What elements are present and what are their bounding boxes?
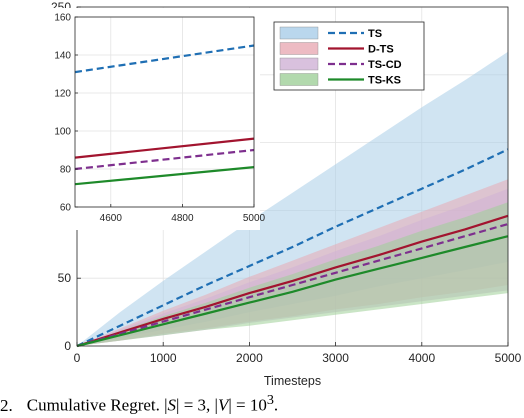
band-d-ts — [77, 179, 508, 346]
band-ts-cd — [77, 188, 508, 346]
caption-exponent: 3 — [266, 392, 274, 408]
inset-y-tick-label: 60 — [60, 203, 72, 214]
inset-y-tick-label: 100 — [54, 127, 71, 138]
inset-series-line-d-ts — [74, 137, 255, 159]
inset-x-tick-label: 4600 — [100, 213, 123, 224]
inset-frame — [74, 16, 255, 208]
caption-text-end: . — [273, 395, 279, 415]
caption-var-s: S — [167, 395, 177, 415]
legend-label-ts-ks: TS-KS — [368, 75, 401, 87]
inset-plot: 4600 4800 5000 60 80 100 120 140 160 — [22, 8, 266, 230]
series-line-ts-ks — [76, 235, 509, 348]
caption-text-mid2: | = 10 — [228, 395, 267, 415]
x-tick-label: 1000 — [150, 351, 177, 365]
inset-y-tick-label: 140 — [54, 51, 71, 62]
inset-background — [22, 8, 260, 230]
legend-label-d-ts: D-TS — [368, 44, 394, 56]
series-line-d-ts — [76, 214, 509, 348]
legend-label-ts: TS — [368, 28, 382, 40]
inset-series-line-ts-cd — [74, 148, 255, 171]
inset-y-tick-label: 160 — [54, 13, 71, 24]
inset-x-tick-label: 4800 — [171, 213, 194, 224]
legend-swatch-ts — [279, 26, 319, 40]
caption-var-v: V — [217, 395, 229, 415]
caption-text-mid1: | = 3, | — [176, 395, 218, 415]
series-line-ts — [76, 148, 509, 347]
inset-x-tick-label: 5000 — [243, 213, 266, 224]
series-line-ts-cd — [76, 222, 509, 348]
inset-y-tick-label: 80 — [60, 165, 72, 176]
legend-label-ts-cd: TS-CD — [368, 59, 402, 71]
figure-caption: 2. Cumulative Regret. |S| = 3, |V| = 103. — [0, 392, 524, 416]
y-tick-label: 0 — [64, 339, 71, 353]
y-tick-label: 50 — [58, 271, 72, 285]
band-ts-ks — [77, 202, 508, 346]
x-tick-label: 4000 — [408, 351, 435, 365]
inset-y-tick-label: 120 — [54, 89, 71, 100]
legend-swatch-d-ts — [279, 42, 319, 55]
regret-chart: 010002000300040005000050100150200250Time… — [22, 0, 522, 388]
legend-swatch-ts-ks — [279, 73, 319, 86]
x-tick-label: 5000 — [495, 351, 522, 365]
inset-series-line-ts — [74, 44, 255, 74]
x-tick-label: 2000 — [236, 351, 263, 365]
legend-swatch-ts-cd — [279, 57, 319, 71]
x-tick-label: 0 — [74, 351, 81, 365]
inset-series-line-ts-ks — [74, 166, 255, 186]
x-axis-label: Timesteps — [264, 374, 321, 388]
caption-number: 2. — [0, 395, 13, 415]
legend: TS D-TS TS-CD TS-KS — [273, 21, 425, 91]
caption-text-before: Cumulative Regret. | — [26, 395, 168, 415]
x-tick-label: 3000 — [322, 351, 349, 365]
